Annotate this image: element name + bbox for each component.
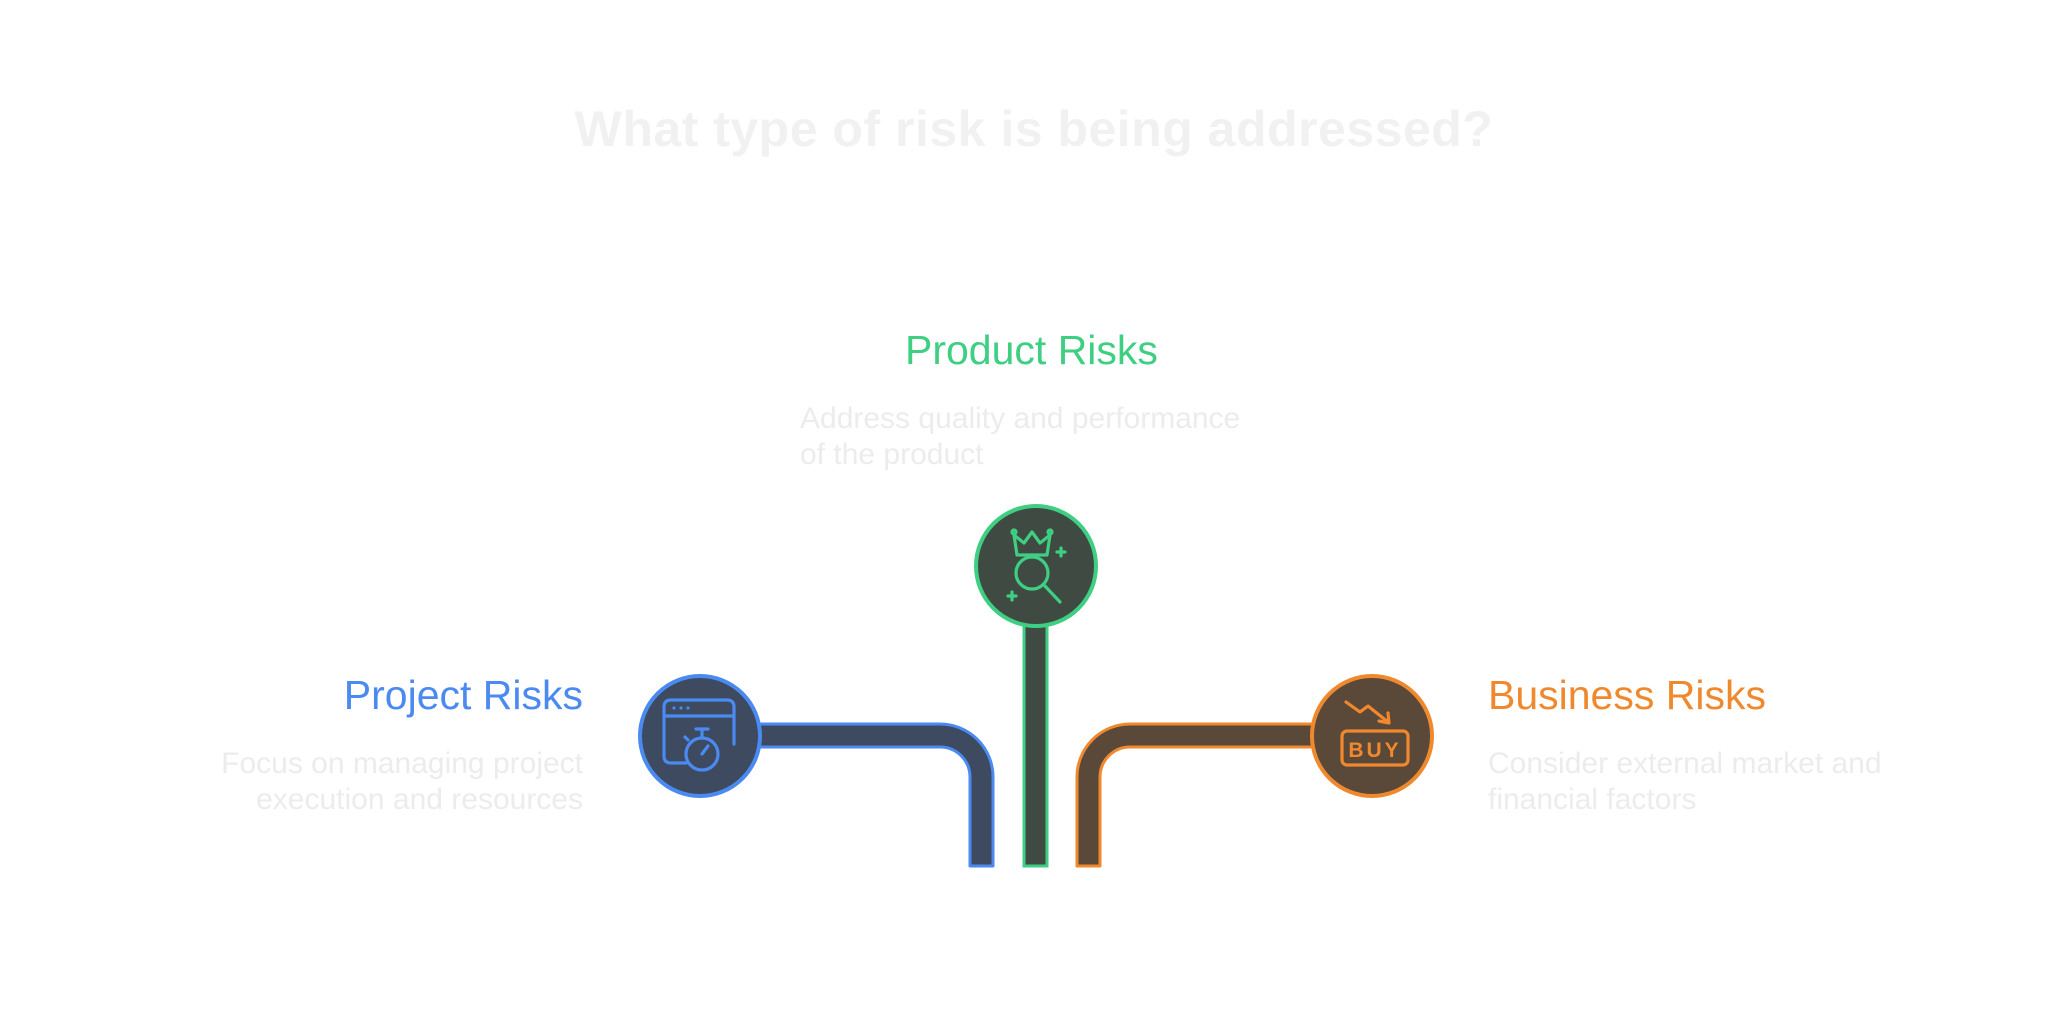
project-risks-title: Project Risks <box>343 672 583 718</box>
crown-magnifier-icon <box>1006 528 1067 604</box>
business-node: BUY <box>1310 674 1434 798</box>
project-risks-description: Focus on managing project execution and … <box>221 747 583 816</box>
browser-stopwatch-icon <box>662 698 736 772</box>
project-node <box>638 674 762 798</box>
diagram-title: What type of risk is being addressed? <box>574 101 1494 157</box>
product-node <box>974 504 1098 628</box>
project-connector <box>738 722 995 868</box>
product-connector <box>1022 616 1049 868</box>
buy-trend-down-icon: BUY <box>1340 700 1410 767</box>
business-risks-title: Business Risks <box>1488 672 1766 718</box>
business-risks-description: Consider external market and financial f… <box>1488 747 1882 816</box>
buy-label: BUY <box>1348 739 1401 762</box>
business-connector <box>1075 722 1342 868</box>
product-risks-description: Address quality and performance of the p… <box>800 402 1241 471</box>
product-risks-title: Product Risks <box>905 327 1158 373</box>
